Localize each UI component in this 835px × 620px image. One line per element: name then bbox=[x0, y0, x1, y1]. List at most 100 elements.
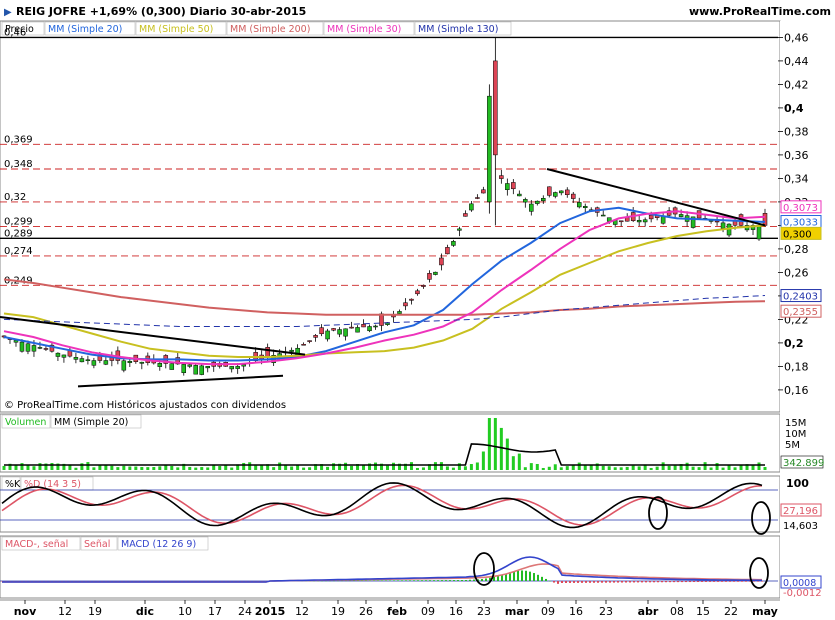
volume-bar bbox=[32, 466, 36, 470]
macd-hist-bar bbox=[433, 580, 435, 581]
candle-up bbox=[91, 360, 97, 366]
macd-hist-bar bbox=[381, 580, 383, 581]
level-label: 0,348 bbox=[4, 159, 33, 170]
candle-down bbox=[427, 273, 432, 280]
volume-bar bbox=[278, 462, 282, 470]
macd-hist-bar bbox=[761, 581, 763, 582]
y-tick-label: 0,46 bbox=[784, 31, 809, 44]
legend-item-2: MM (Simple 50) bbox=[139, 24, 213, 35]
macd-hist-bar bbox=[521, 570, 523, 581]
macd-hist-bar bbox=[445, 580, 447, 581]
level-label: 0,289 bbox=[4, 228, 33, 239]
macd-hist-bar bbox=[345, 580, 347, 582]
stoch-highlight-circle bbox=[648, 496, 668, 530]
volume-bar bbox=[164, 465, 168, 470]
volume-bar bbox=[356, 464, 360, 470]
volume-bar bbox=[254, 465, 258, 470]
candle-up bbox=[241, 364, 246, 367]
macd-hist-bar bbox=[501, 574, 503, 581]
candle-up bbox=[469, 203, 474, 211]
macd-hist-bar bbox=[661, 581, 663, 583]
value-label: 0,3033 bbox=[783, 218, 818, 229]
macd-value: 0,0008 bbox=[783, 578, 816, 589]
candle-down bbox=[499, 175, 504, 179]
macd-hist-bar bbox=[621, 581, 623, 583]
candle-down bbox=[403, 302, 408, 307]
candle-down bbox=[547, 186, 552, 196]
volume-bar bbox=[643, 464, 647, 470]
candle-up bbox=[61, 354, 67, 358]
y-tick-label: 0,16 bbox=[784, 384, 809, 397]
value-label: 0,300 bbox=[783, 229, 812, 240]
candle-up bbox=[325, 330, 330, 340]
macd-hist-bar bbox=[497, 575, 499, 581]
volume-bar bbox=[374, 462, 378, 470]
volume-bar bbox=[469, 464, 473, 470]
volume-bar bbox=[745, 464, 749, 470]
macd-hist-bar bbox=[673, 581, 675, 583]
volume-bar bbox=[302, 467, 306, 470]
candle-up bbox=[37, 347, 43, 349]
candle-down bbox=[409, 298, 414, 301]
trendline-down-left bbox=[0, 316, 306, 356]
candle-up bbox=[25, 343, 31, 352]
macd-hist-bar bbox=[665, 581, 667, 583]
x-tick-label: abr bbox=[638, 605, 659, 618]
volume-bar bbox=[433, 462, 437, 470]
candle-down bbox=[349, 326, 354, 329]
macd-hist-bar bbox=[693, 581, 695, 583]
volume-bar bbox=[296, 465, 300, 470]
macd-line bbox=[2, 556, 763, 583]
candle-up bbox=[187, 364, 193, 367]
volume-bar bbox=[206, 467, 210, 470]
candle-up bbox=[235, 366, 240, 369]
macd-hist-bar bbox=[729, 581, 731, 582]
volume-bar bbox=[320, 464, 324, 470]
legend-box bbox=[117, 536, 209, 551]
volume-bar bbox=[589, 464, 593, 470]
site-name[interactable]: www.ProRealTime.com bbox=[689, 5, 831, 18]
volume-bar bbox=[266, 464, 270, 470]
volume-bar bbox=[44, 463, 48, 470]
stoch-k-line bbox=[1, 482, 763, 529]
y-tick-label: 0,42 bbox=[784, 78, 809, 91]
volume-bar bbox=[667, 465, 671, 470]
x-tick-label: nov bbox=[14, 605, 37, 618]
volume-bar bbox=[272, 467, 276, 470]
candle-down bbox=[175, 357, 181, 365]
volume-bar bbox=[451, 467, 455, 470]
candle-up bbox=[127, 360, 133, 363]
macd-hist-bar bbox=[421, 580, 423, 581]
macd-hist-bar bbox=[413, 580, 415, 581]
volume-bar bbox=[631, 465, 635, 470]
macd-hist-bar bbox=[737, 581, 739, 582]
candle-up bbox=[367, 326, 372, 332]
volume-bar bbox=[110, 465, 114, 470]
volume-bar bbox=[128, 466, 132, 470]
macd-hist-bar bbox=[457, 580, 459, 581]
level-label: 0,32 bbox=[4, 192, 26, 203]
x-tick-label: 2015 bbox=[255, 605, 286, 618]
macd-hist-bar bbox=[569, 581, 571, 583]
candle-up bbox=[505, 183, 510, 190]
volume-bar bbox=[8, 463, 12, 470]
legend-item-3: MM (Simple 200) bbox=[230, 24, 310, 35]
ma-line bbox=[3, 295, 766, 327]
volume-bar bbox=[68, 464, 72, 470]
candle-up bbox=[169, 363, 175, 370]
candle-down bbox=[415, 290, 420, 295]
volume-bar bbox=[649, 467, 653, 470]
volume-bar bbox=[763, 466, 767, 470]
volume-bar bbox=[601, 465, 605, 470]
volume-bar bbox=[427, 464, 431, 470]
macd-hist-bar bbox=[477, 579, 479, 581]
y-tick-label: 0,26 bbox=[784, 266, 809, 279]
candle-up bbox=[600, 214, 606, 217]
macd-hist-bar bbox=[645, 581, 647, 583]
macd-hist-bar bbox=[617, 581, 619, 583]
macd-hist-bar bbox=[373, 580, 375, 581]
macd-hist-bar bbox=[389, 580, 391, 581]
candle-up bbox=[756, 225, 762, 240]
macd-hist-bar bbox=[349, 580, 351, 582]
stoch-d-value-box bbox=[780, 503, 822, 517]
